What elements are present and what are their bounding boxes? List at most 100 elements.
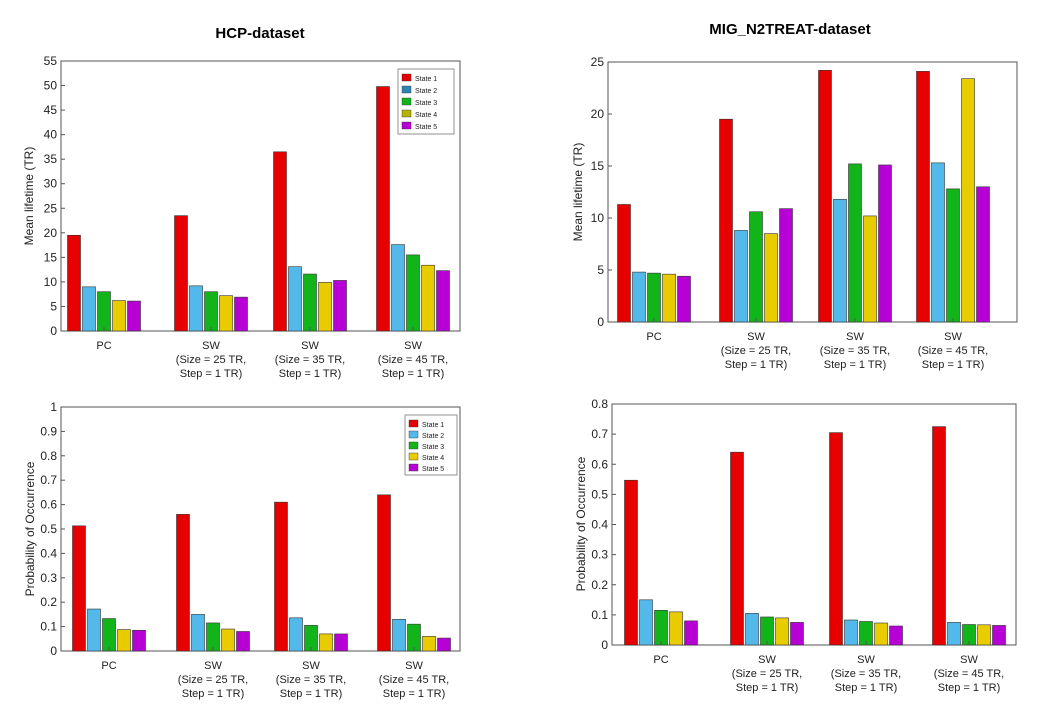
bar-state-4 <box>219 295 233 332</box>
y-tick-label: 5 <box>50 299 57 313</box>
bar-state-3 <box>760 616 774 646</box>
y-tick-label: 0.7 <box>40 473 57 487</box>
bar-state-2 <box>947 622 961 646</box>
x-tick-label: Step = 1 TR) <box>824 359 886 371</box>
x-tick-label: SW <box>202 340 220 352</box>
y-tick-label: 0.6 <box>591 457 608 471</box>
bar-state-3 <box>407 623 421 652</box>
bar-state-4 <box>319 633 333 652</box>
bar-state-5 <box>234 296 248 332</box>
bar-state-2 <box>931 162 945 323</box>
bar-state-3 <box>102 618 116 652</box>
x-tick-label: PC <box>101 660 116 672</box>
bar-state-4 <box>221 628 235 652</box>
bar-state-3 <box>749 211 763 323</box>
bar-state-2 <box>289 617 303 652</box>
y-axis-label: Probability of Occurrence <box>574 456 588 591</box>
y-tick-label: 0 <box>50 324 57 338</box>
bar-state-4 <box>977 624 991 646</box>
x-tick-label: Step = 1 TR) <box>922 359 984 371</box>
bar-state-2 <box>87 608 101 652</box>
legend-label: State 4 <box>422 455 444 462</box>
y-tick-label: 0.9 <box>40 424 57 438</box>
x-tick-label: Step = 1 TR) <box>382 368 444 380</box>
y-tick-label: 0.2 <box>40 595 57 609</box>
chart-3: 0 0.1 0.2 0.3 0.4 0.5 0.6 0.7 0.8 0.9 1 Probability… <box>23 400 461 700</box>
x-tick-label: SW <box>301 340 319 352</box>
x-tick-label: SW <box>204 660 222 672</box>
bar-state-1 <box>376 86 390 332</box>
x-tick-label: (Size = 35 TR, <box>275 354 345 366</box>
bar-state-4 <box>775 617 789 646</box>
legend-swatch <box>408 441 419 450</box>
x-tick-label: SW <box>846 331 864 343</box>
bar-state-1 <box>274 501 288 652</box>
x-tick-label: (Size = 45 TR, <box>379 674 449 686</box>
x-tick-label: (Size = 45 TR, <box>378 354 448 366</box>
plot-frame <box>60 406 461 652</box>
bar-state-3 <box>848 163 862 323</box>
bar-state-1 <box>932 426 946 646</box>
y-tick-label: 15 <box>591 159 605 173</box>
bar-state-5 <box>132 629 146 652</box>
y-tick-label: 0.8 <box>40 449 57 463</box>
bar-state-5 <box>436 270 450 332</box>
bar-state-1 <box>624 479 638 646</box>
bar-state-5 <box>878 164 892 323</box>
bar-state-1 <box>730 451 744 646</box>
chart-1: 0 5 10 15 20 25 30 35 40 45 50 55 Mean lifetime (TR)… <box>22 54 461 380</box>
bar-state-4 <box>422 636 436 652</box>
legend-label: State 4 <box>415 112 437 119</box>
legend-swatch <box>401 85 412 94</box>
x-tick-label: Step = 1 TR) <box>280 688 342 700</box>
y-tick-label: 55 <box>44 54 58 68</box>
legend-label: State 1 <box>415 76 437 83</box>
bar-state-4 <box>764 233 778 323</box>
y-tick-label: 50 <box>44 79 58 93</box>
bar-state-5 <box>992 625 1006 646</box>
legend-swatch <box>401 121 412 130</box>
chart-4: 0 0.1 0.2 0.3 0.4 0.5 0.6 0.7 0.8 Probability of … <box>574 397 1017 694</box>
legend-label: State 2 <box>422 433 444 440</box>
y-tick-label: 10 <box>591 211 605 225</box>
bar-state-1 <box>818 70 832 323</box>
bar-state-5 <box>127 300 141 332</box>
bar-state-3 <box>647 272 661 323</box>
x-tick-label: SW <box>857 654 875 666</box>
x-tick-label: PC <box>646 331 661 343</box>
x-tick-label: Step = 1 TR) <box>725 359 787 371</box>
bar-state-2 <box>639 599 653 646</box>
x-tick-label: SW <box>944 331 962 343</box>
legend-label: State 1 <box>422 422 444 429</box>
x-tick-label: Step = 1 TR) <box>383 688 445 700</box>
bar-state-5 <box>976 186 990 323</box>
bar-state-2 <box>734 230 748 323</box>
y-tick-label: 25 <box>591 55 605 69</box>
bar-state-1 <box>916 71 930 323</box>
bar-state-5 <box>779 208 793 323</box>
y-tick-label: 10 <box>44 275 58 289</box>
bar-state-2 <box>391 244 405 332</box>
x-tick-label: PC <box>96 340 111 352</box>
y-axis-label: Probability of Occurrence <box>23 461 37 596</box>
bar-state-3 <box>97 291 111 332</box>
bar-state-1 <box>719 118 733 323</box>
bar-state-3 <box>303 273 317 332</box>
bar-state-3 <box>206 622 220 652</box>
bar-state-5 <box>677 275 691 323</box>
bar-state-4 <box>863 215 877 323</box>
bar-state-3 <box>654 610 668 646</box>
x-tick-label: Step = 1 TR) <box>938 682 1000 694</box>
y-tick-label: 20 <box>591 107 605 121</box>
x-tick-label: SW <box>404 340 422 352</box>
y-tick-label: 0.4 <box>40 546 57 560</box>
bar-state-1 <box>377 494 391 652</box>
x-tick-label: (Size = 45 TR, <box>934 668 1004 680</box>
y-tick-label: 0 <box>50 644 57 658</box>
plot-frame <box>611 403 1017 646</box>
legend-label: State 5 <box>422 466 444 473</box>
legend-swatch <box>401 73 412 82</box>
x-tick-label: Step = 1 TR) <box>180 368 242 380</box>
legend-label: State 5 <box>415 124 437 131</box>
x-tick-label: Step = 1 TR) <box>182 688 244 700</box>
